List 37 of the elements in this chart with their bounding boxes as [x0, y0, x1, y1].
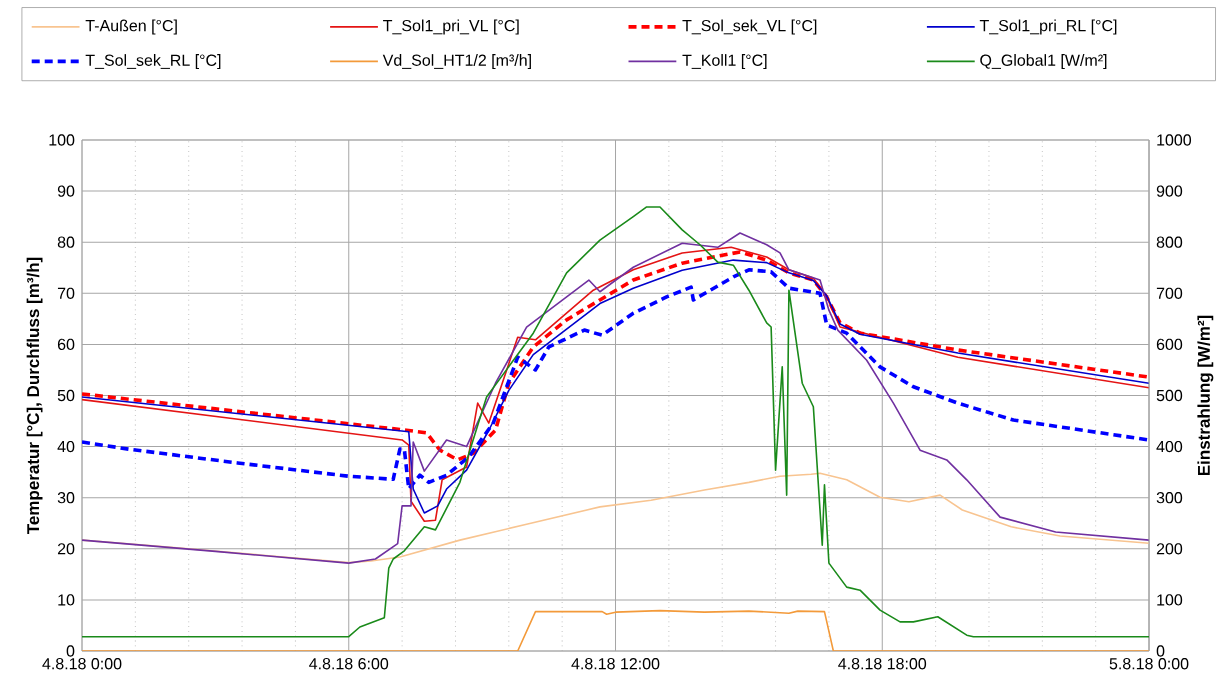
legend-label: T_Sol_sek_RL [°C] [85, 54, 221, 70]
y-tick-label: 60 [57, 338, 75, 351]
y-tick-label: 50 [57, 389, 75, 402]
y2-tick-label: 100 [1157, 594, 1183, 606]
x-tick-label: 4.8.18 6:00 [309, 658, 389, 670]
legend-label: T_Sol1_pri_RL [°C] [979, 19, 1117, 35]
legend-label: T-Außen [°C] [85, 19, 177, 35]
y-axis-title: Temperatur [°C], Durchfluss [m³/h] [26, 257, 43, 535]
y-tick-label: 0 [66, 645, 75, 657]
y2-tick-label: 900 [1156, 185, 1183, 197]
x-tick-label: 4.8.18 18:00 [838, 658, 927, 670]
legend-label: T_Sol1_pri_VL [°C] [383, 19, 519, 35]
y-tick-label: 100 [49, 134, 75, 146]
y-tick-label: 80 [57, 236, 75, 248]
x-tick-label: 4.8.18 0:00 [42, 658, 122, 670]
y2-tick-label: 500 [1156, 389, 1183, 402]
y2-tick-label: 300 [1156, 492, 1183, 504]
legend-label: T_Koll1 [°C] [682, 54, 767, 70]
y2-tick-label: 800 [1156, 236, 1183, 248]
y-tick-label: 40 [57, 440, 75, 453]
y-tick-label: 90 [57, 185, 75, 197]
y2-tick-label: 200 [1156, 543, 1183, 555]
y-tick-label: 30 [57, 492, 75, 504]
legend-label: Vd_Sol_HT1/2 [m³/h] [382, 54, 531, 70]
x-tick-label: 5.8.18 0:00 [1109, 658, 1189, 670]
y2-axis-title: Einstrahlung [W/m²] [1197, 315, 1214, 476]
y-tick-label: 70 [57, 287, 75, 299]
y-tick-label: 10 [58, 594, 75, 606]
x-tick-label: 4.8.18 12:00 [571, 658, 660, 670]
y2-tick-label: 700 [1156, 287, 1183, 299]
y2-tick-label: 400 [1156, 440, 1183, 453]
y2-tick-label: 1000 [1157, 134, 1192, 146]
legend-label: T_Sol_sek_VL [°C] [682, 19, 817, 35]
legend-label: Q_Global1 [W/m²] [980, 54, 1107, 70]
y2-tick-label: 0 [1156, 645, 1165, 657]
y2-tick-label: 600 [1156, 338, 1183, 351]
y-tick-label: 20 [57, 543, 75, 555]
